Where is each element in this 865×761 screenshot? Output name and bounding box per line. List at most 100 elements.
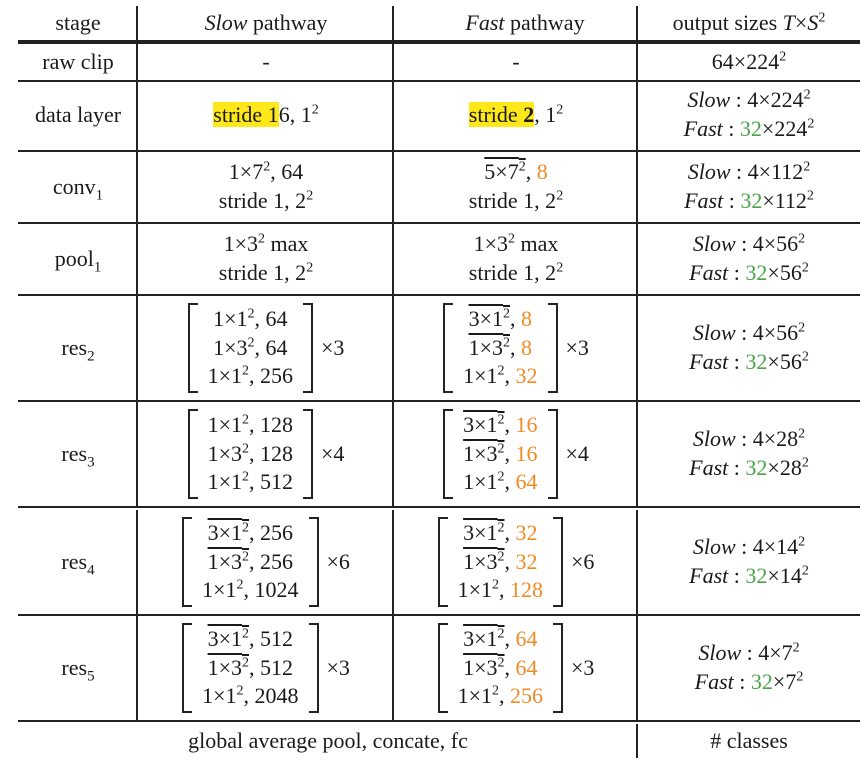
fast-cell: 3×12, 8 1×32, 8 1×12, 32 ×3 bbox=[394, 296, 638, 400]
left-bracket bbox=[187, 409, 198, 499]
slow-cell: 3×12, 256 1×32, 256 1×12, 1024 ×6 bbox=[138, 510, 394, 614]
right-bracket bbox=[553, 623, 563, 713]
row-pool1: pool1 1×32 max stride 1, 22 1×32 max str… bbox=[18, 224, 860, 296]
stage-label: pool1 bbox=[54, 245, 102, 276]
output-cell: Slow : 4×562 Fast : 32×562 bbox=[689, 231, 809, 285]
kernel-line: 1×32, 8 bbox=[468, 334, 532, 360]
kernel-line: 1×12, 2048 bbox=[202, 683, 299, 709]
output-cell: Slow : 4×1122 Fast : 32×1122 bbox=[684, 159, 814, 213]
left-bracket bbox=[443, 303, 454, 393]
kernel-line: 3×12, 8 bbox=[468, 306, 532, 332]
row-data-layer: data layer stride 16, 12 stride 2, 12 Sl… bbox=[18, 80, 860, 152]
kernel-line: 1×32, 16 bbox=[463, 440, 538, 466]
kernel-line: 3×12, 512 bbox=[207, 626, 293, 652]
bracket-group: 3×12, 256 1×32, 256 1×12, 1024 bbox=[182, 517, 319, 607]
stage-label: res2 bbox=[61, 334, 95, 365]
highlight-mark: stride 1 bbox=[213, 101, 279, 127]
row-res5: res5 3×12, 512 1×32, 512 1×12, 2048 ×3 3×12, … bbox=[18, 616, 860, 722]
fast-cell: 1×32 max stride 1, 22 bbox=[468, 231, 564, 285]
header-fast-pathway: Fast pathway bbox=[465, 9, 585, 35]
bracket-group: 1×12, 128 1×32, 128 1×12, 512 bbox=[187, 409, 313, 499]
repeat-multiplier: ×6 bbox=[326, 548, 350, 574]
stage-label: data layer bbox=[34, 101, 122, 127]
repeat-multiplier: ×4 bbox=[321, 440, 345, 466]
repeat-multiplier: ×4 bbox=[565, 440, 589, 466]
kernel-line: 1×12, 128 bbox=[207, 412, 293, 438]
slow-cell: 1×12, 64 1×32, 64 1×12, 256 ×3 bbox=[138, 296, 394, 400]
fast-cell: 3×12, 16 1×32, 16 1×12, 64 ×4 bbox=[394, 402, 638, 506]
bracket-group: 3×12, 8 1×32, 8 1×12, 32 bbox=[443, 303, 558, 393]
bracket-group: 3×12, 16 1×32, 16 1×12, 64 bbox=[443, 409, 558, 499]
slow-cell: 3×12, 512 1×32, 512 1×12, 2048 ×3 bbox=[138, 616, 394, 720]
kernel-line: 1×12, 512 bbox=[207, 469, 293, 495]
repeat-multiplier: ×3 bbox=[321, 334, 345, 360]
output-cell: Slow : 4×2242 Fast : 32×2242 bbox=[683, 87, 815, 141]
fast-cell: stride 2, 12 bbox=[468, 101, 564, 127]
header-row: stage Slow pathway Fast pathway output s… bbox=[18, 6, 860, 42]
row-res3: res3 1×12, 128 1×32, 128 1×12, 512 ×4 3×12, 1… bbox=[18, 402, 860, 508]
row-footer: global average pool, concate, fc # class… bbox=[18, 724, 860, 758]
right-bracket bbox=[303, 303, 313, 393]
stage-label: conv1 bbox=[52, 173, 104, 204]
kernel-line: 1×32, 64 bbox=[213, 334, 288, 360]
row-raw-clip: raw clip - - 64×2242 bbox=[18, 42, 860, 82]
kernel-line: 1×12, 32 bbox=[463, 363, 538, 389]
bracket-group: 3×12, 512 1×32, 512 1×12, 2048 bbox=[182, 623, 319, 713]
slow-cell: - bbox=[262, 48, 270, 74]
stage-label: raw clip bbox=[42, 48, 114, 74]
repeat-multiplier: ×3 bbox=[326, 654, 350, 680]
slow-cell: stride 16, 12 bbox=[213, 101, 319, 127]
left-bracket bbox=[437, 623, 448, 713]
row-res2: res2 1×12, 64 1×32, 64 1×12, 256 ×3 3×12, 8 1×… bbox=[18, 296, 860, 402]
output-cell: 64×2242 bbox=[711, 48, 787, 74]
fast-cell: 5×72, 8 stride 1, 22 bbox=[468, 159, 564, 213]
left-bracket bbox=[182, 623, 193, 713]
kernel-line: 3×12, 32 bbox=[463, 520, 538, 546]
right-bracket bbox=[553, 517, 563, 607]
stage-label: res3 bbox=[61, 440, 95, 471]
kernel-line: 1×12, 256 bbox=[207, 363, 293, 389]
fast-cell: 3×12, 64 1×32, 64 1×12, 256 ×3 bbox=[394, 616, 638, 720]
stage-label: res4 bbox=[61, 548, 95, 579]
right-bracket bbox=[547, 409, 558, 499]
header-stage: stage bbox=[55, 9, 101, 35]
output-cell: Slow : 4×72 Fast : 32×72 bbox=[694, 640, 804, 694]
kernel-line: 3×12, 256 bbox=[207, 520, 293, 546]
kernel-line: 1×32, 32 bbox=[463, 548, 538, 574]
right-bracket bbox=[308, 623, 319, 713]
right-bracket bbox=[547, 303, 558, 393]
left-bracket bbox=[437, 517, 448, 607]
fast-cell: 3×12, 32 1×32, 32 1×12, 128 ×6 bbox=[394, 510, 638, 614]
kernel-line: 3×12, 16 bbox=[463, 412, 538, 438]
footer-left: global average pool, concate, fc bbox=[188, 727, 468, 753]
slow-cell: 1×32 max stride 1, 22 bbox=[218, 231, 314, 285]
repeat-multiplier: ×3 bbox=[571, 654, 595, 680]
output-cell: Slow : 4×282 Fast : 32×282 bbox=[689, 426, 809, 480]
fast-cell: - bbox=[512, 48, 520, 74]
repeat-multiplier: ×6 bbox=[571, 548, 595, 574]
kernel-line: 1×32, 128 bbox=[207, 440, 293, 466]
highlight-mark: stride 2 bbox=[468, 101, 535, 127]
header-output-sizes: output sizes T×S2 bbox=[672, 9, 826, 35]
footer-right: # classes bbox=[710, 727, 788, 753]
output-cell: Slow : 4×562 Fast : 32×562 bbox=[689, 320, 809, 374]
slow-cell: 1×12, 128 1×32, 128 1×12, 512 ×4 bbox=[138, 402, 394, 506]
output-cell: Slow : 4×142 Fast : 32×142 bbox=[689, 534, 809, 588]
bracket-group: 1×12, 64 1×32, 64 1×12, 256 bbox=[187, 303, 313, 393]
kernel-line: 1×12, 256 bbox=[457, 683, 543, 709]
row-conv1: conv1 1×72, 64 stride 1, 22 5×72, 8 stri… bbox=[18, 152, 860, 224]
left-bracket bbox=[187, 303, 198, 393]
bracket-group: 3×12, 64 1×32, 64 1×12, 256 bbox=[437, 623, 563, 713]
slow-cell: 1×72, 64 stride 1, 22 bbox=[218, 159, 314, 213]
kernel-line: 1×32, 256 bbox=[207, 548, 293, 574]
left-bracket bbox=[443, 409, 454, 499]
kernel-line: 1×32, 512 bbox=[207, 654, 293, 680]
bracket-group: 3×12, 32 1×32, 32 1×12, 128 bbox=[437, 517, 563, 607]
kernel-line: 1×12, 64 bbox=[463, 469, 538, 495]
right-bracket bbox=[308, 517, 319, 607]
kernel-line: 3×12, 64 bbox=[463, 626, 538, 652]
kernel-line: 1×12, 128 bbox=[457, 577, 543, 603]
kernel-line: 1×32, 64 bbox=[463, 654, 538, 680]
header-slow-pathway: Slow pathway bbox=[204, 9, 328, 35]
